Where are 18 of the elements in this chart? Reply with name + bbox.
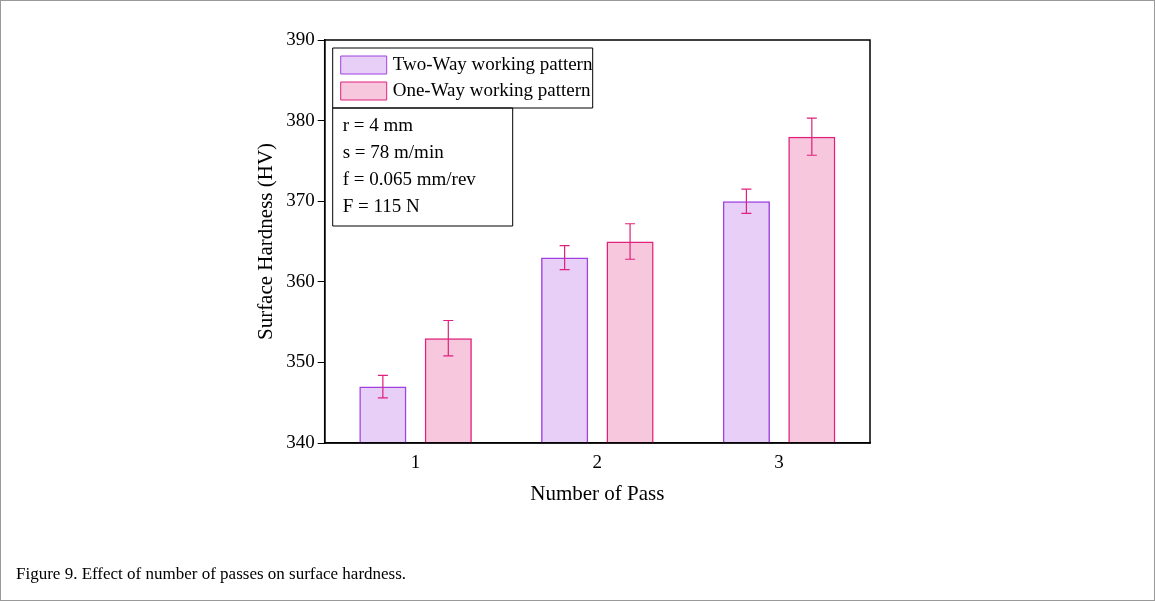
x-tick-label: 1 [410, 451, 421, 473]
y-tick-label: 350 [286, 350, 315, 372]
y-tick-label: 370 [286, 189, 315, 211]
y-tick-label: 340 [286, 430, 315, 452]
y-tick-label: 360 [286, 269, 315, 291]
annotation: s = 78 m/min [342, 141, 445, 163]
caption: Figure 9. Effect of number of passes on surface hardness. [16, 564, 407, 583]
x-axis-title: Number of Pass [530, 480, 665, 505]
legend-label: Two-Way working pattern [392, 52, 593, 74]
y-axis-title: Surface Hardness (HV) [253, 142, 278, 341]
y-tick-label: 390 [286, 27, 315, 49]
x-tick-label: 3 [774, 451, 784, 473]
x-tick-label: 2 [592, 451, 603, 473]
y-tick-label: 380 [286, 108, 315, 130]
annotation: F = 115 N [342, 195, 421, 217]
annotation: r = 4 mm [342, 114, 414, 136]
annotation: f = 0.065 mm/rev [342, 168, 477, 190]
legend-label: One-Way working pattern [392, 78, 592, 100]
